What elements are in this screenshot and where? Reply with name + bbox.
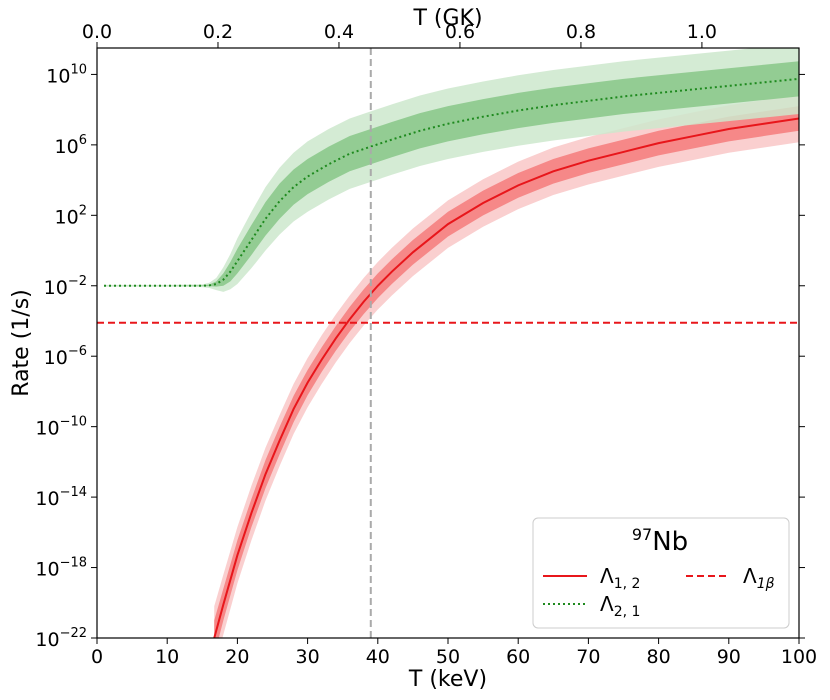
y-tick-exponent: −6: [68, 344, 87, 359]
x-tick-label: 30: [296, 646, 320, 668]
x-tick-label: 20: [225, 646, 249, 668]
y-tick-base: 10: [55, 206, 79, 228]
top-tick-label: 1.0: [687, 21, 717, 43]
x-tick-label: 0: [91, 646, 103, 668]
x-tick-label: 10: [155, 646, 179, 668]
legend-title: 97Nb: [632, 525, 688, 557]
x-axis: 0 10 20 30 40 50 60 70 80 90 100: [91, 638, 817, 668]
y-tick-label: 10−14: [35, 485, 87, 510]
top-tick-label: 0.6: [445, 21, 475, 43]
legend-l1b-main: Λ: [743, 564, 757, 588]
y-tick-base: 10: [35, 488, 59, 510]
top-tick-label: 0.8: [566, 21, 596, 43]
legend-title-mass: 97: [632, 525, 652, 544]
y-tick-label: 10−6: [44, 344, 87, 369]
legend: 97Nb Λ1, 2 Λ2, 1 Λ1β: [532, 517, 790, 629]
legend-l12-main: Λ: [600, 564, 614, 588]
top-tick-label: 0.4: [324, 21, 354, 43]
legend-l21-sub: 2, 1: [614, 604, 641, 620]
y-tick-base: 10: [35, 629, 59, 651]
x-tick-label: 50: [436, 646, 460, 668]
y-tick-exponent: −22: [60, 626, 87, 641]
x-axis-title: T (keV): [408, 667, 487, 692]
x-tick-label: 80: [647, 646, 671, 668]
legend-label-l21: Λ2, 1: [600, 592, 640, 620]
y-tick-exponent: −18: [60, 556, 87, 571]
top-axis-title: T (GK): [412, 6, 482, 31]
legend-l1b-sub: 1β: [757, 576, 775, 592]
y-tick-exponent: 6: [79, 133, 87, 148]
y-tick-label: 10−10: [35, 415, 87, 440]
y-tick-exponent: −14: [60, 485, 87, 500]
y-tick-exponent: −2: [68, 274, 87, 289]
legend-label-l12: Λ1, 2: [600, 564, 640, 592]
top-tick-label: 0.2: [203, 21, 233, 43]
legend-l21-main: Λ: [600, 592, 614, 616]
plot-area: [97, 48, 799, 638]
x-tick-label: 100: [781, 646, 817, 668]
top-tick-label: 0.0: [82, 21, 112, 43]
y-tick-label: 102: [55, 203, 87, 228]
legend-title-element: Nb: [652, 527, 688, 557]
y-tick-exponent: 10: [70, 62, 87, 77]
y-tick-label: 10−22: [35, 626, 87, 651]
top-axis: 0.0 0.2 0.4 0.6 0.8 1.0: [82, 21, 717, 48]
y-tick-exponent: 2: [79, 203, 87, 218]
y-tick-label: 10−18: [35, 556, 87, 581]
y-tick-label: 10−2: [44, 274, 87, 299]
y-tick-base: 10: [35, 418, 59, 440]
y-tick-base: 10: [55, 136, 79, 158]
band-inner-l21: [104, 61, 799, 287]
legend-box: [532, 517, 790, 629]
y-axis-title: Rate (1/s): [9, 289, 34, 396]
x-tick-label: 60: [506, 646, 530, 668]
y-tick-base: 10: [46, 65, 70, 87]
y-tick-base: 10: [44, 277, 68, 299]
y-tick-label: 1010: [46, 62, 87, 87]
series-line-l12: [213, 117, 799, 638]
y-tick-base: 10: [44, 347, 68, 369]
x-tick-label: 90: [717, 646, 741, 668]
x-tick-label: 70: [576, 646, 600, 668]
legend-l12-sub: 1, 2: [614, 576, 641, 592]
legend-label-l1b: Λ1β: [743, 564, 775, 592]
x-tick-label: 40: [366, 646, 390, 668]
y-tick-base: 10: [35, 559, 59, 581]
y-tick-exponent: −10: [60, 415, 87, 430]
y-tick-label: 106: [55, 133, 87, 158]
